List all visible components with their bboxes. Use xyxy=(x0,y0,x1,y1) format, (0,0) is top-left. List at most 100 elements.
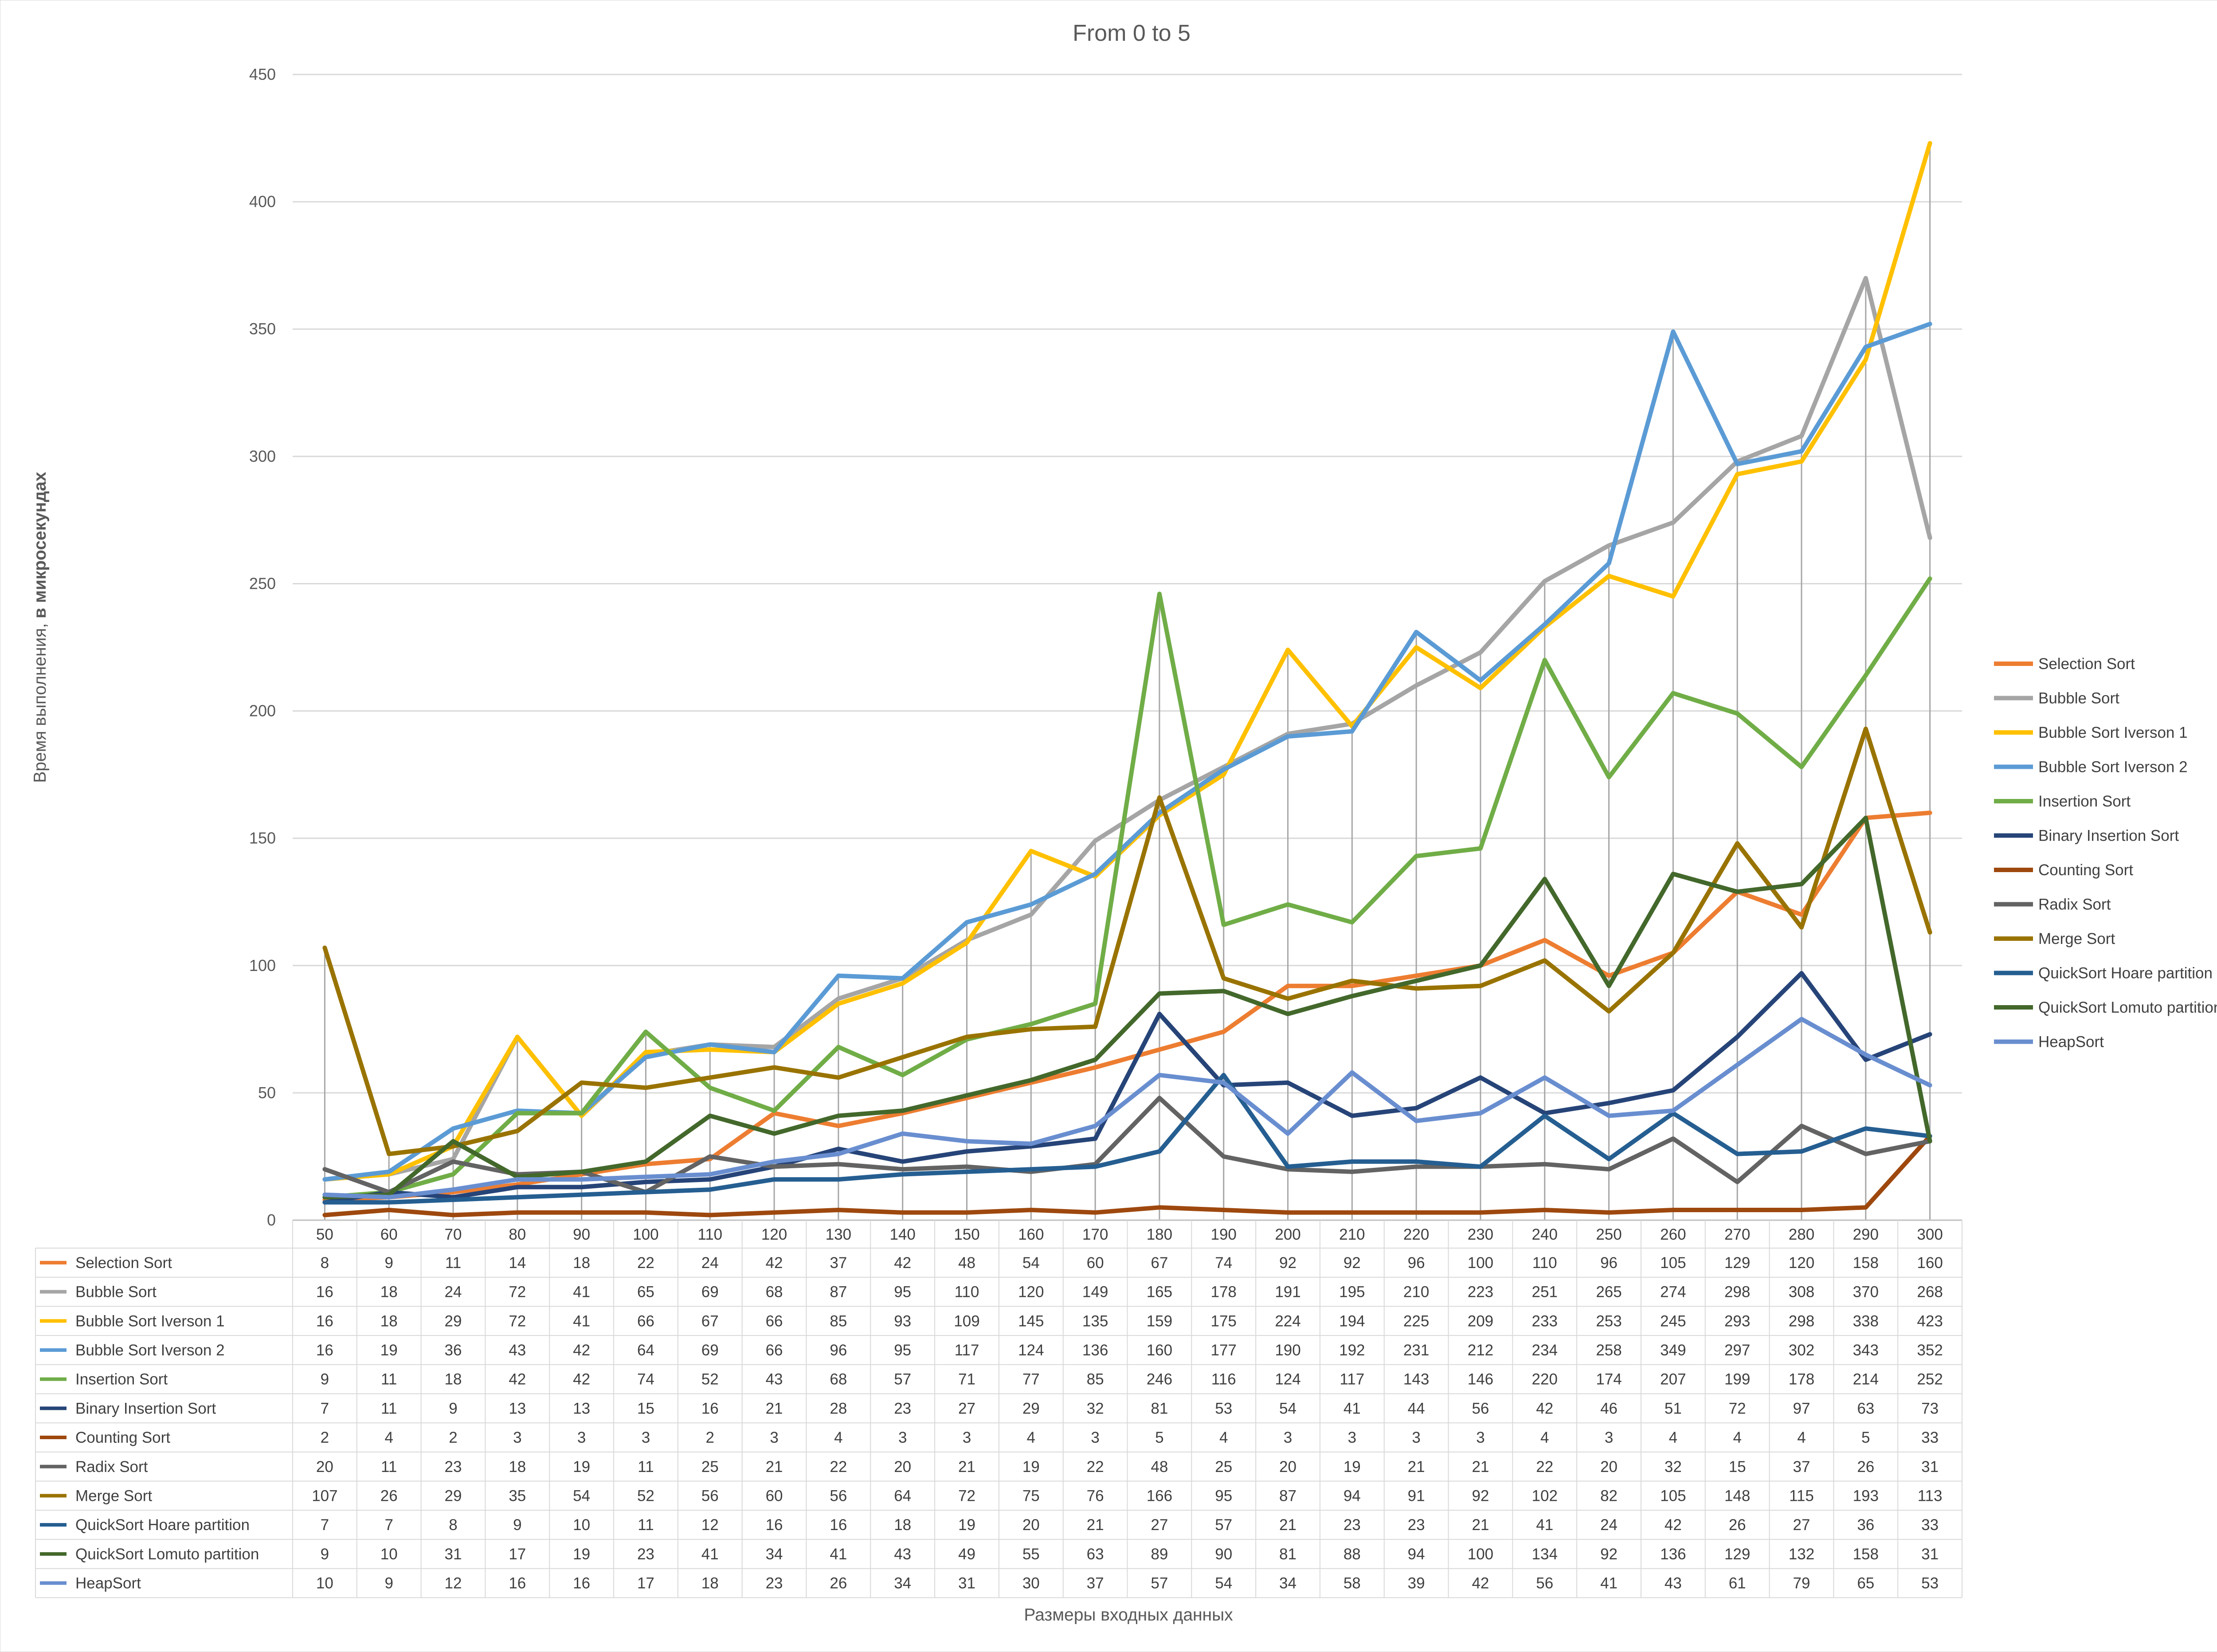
table-cell-value: 65 xyxy=(1857,1575,1874,1592)
table-cell-value: 274 xyxy=(1660,1284,1686,1301)
y-axis-title-normal: Время выполнения, xyxy=(31,619,50,783)
table-cell-value: 100 xyxy=(1468,1254,1493,1272)
table-cell-value: 21 xyxy=(1472,1516,1489,1534)
table-cell-value: 268 xyxy=(1917,1284,1943,1301)
table-series-name: HeapSort xyxy=(75,1575,141,1592)
table-cell-value: 199 xyxy=(1724,1371,1750,1388)
table-cell-value: 95 xyxy=(894,1342,911,1359)
series-line xyxy=(322,1073,1932,1205)
table-cell-value: 56 xyxy=(830,1487,847,1504)
table-cell-value: 21 xyxy=(1408,1458,1425,1476)
table-cell-value: 42 xyxy=(766,1254,783,1272)
table-cell-value: 9 xyxy=(384,1254,393,1272)
table-cell-value: 338 xyxy=(1853,1312,1879,1330)
table-cell-value: 3 xyxy=(1348,1429,1356,1446)
table-cell-value: 25 xyxy=(1215,1458,1232,1476)
table-cell-value: 31 xyxy=(958,1575,975,1592)
table-cell-value: 29 xyxy=(445,1487,462,1504)
table-cell-value: 22 xyxy=(830,1458,847,1476)
table-cell-value: 22 xyxy=(637,1254,654,1272)
table-cell-value: 192 xyxy=(1339,1342,1365,1359)
table-cell-value: 48 xyxy=(958,1254,975,1272)
table-series-name: Insertion Sort xyxy=(75,1371,168,1388)
table-cell-value: 96 xyxy=(1408,1254,1425,1272)
table-cell-value: 56 xyxy=(1472,1400,1489,1417)
table-cell-value: 146 xyxy=(1468,1371,1493,1388)
table-cell-value: 76 xyxy=(1087,1487,1104,1504)
y-tick-label: 0 xyxy=(267,1211,276,1229)
table-cell-value: 308 xyxy=(1789,1284,1814,1301)
table-cell-value: 32 xyxy=(1087,1400,1104,1417)
table-cell-value: 18 xyxy=(445,1371,462,1388)
table-cell-value: 53 xyxy=(1215,1400,1232,1417)
table-cell-value: 117 xyxy=(1340,1371,1364,1388)
table-cell-value: 16 xyxy=(573,1575,590,1592)
table-cell-value: 2 xyxy=(706,1429,714,1446)
table-cell-value: 4 xyxy=(1733,1429,1741,1446)
table-cell-value: 26 xyxy=(830,1575,847,1592)
table-cell-value: 9 xyxy=(513,1516,521,1534)
table-cell-value: 69 xyxy=(701,1342,719,1359)
table-cell-value: 149 xyxy=(1082,1284,1108,1301)
table-cell-value: 102 xyxy=(1532,1487,1558,1504)
table-cell-value: 12 xyxy=(445,1575,462,1592)
y-tick-label: 250 xyxy=(249,574,276,592)
table-cell-value: 27 xyxy=(958,1400,975,1417)
table-cell-value: 41 xyxy=(830,1546,847,1563)
table-cell-value: 11 xyxy=(638,1516,654,1534)
table-cell-value: 16 xyxy=(830,1516,847,1534)
table-cell-value: 27 xyxy=(1151,1516,1168,1534)
x-tick-label: 130 xyxy=(826,1226,851,1243)
table-cell-value: 110 xyxy=(955,1284,979,1301)
table-cell-value: 7 xyxy=(321,1516,329,1534)
table-cell-value: 265 xyxy=(1596,1284,1622,1301)
table-cell-value: 160 xyxy=(1147,1342,1172,1359)
table-cell-value: 11 xyxy=(381,1371,397,1388)
table-cell-value: 42 xyxy=(1472,1575,1489,1592)
table-cell-value: 19 xyxy=(380,1342,398,1359)
table-cell-value: 44 xyxy=(1408,1400,1425,1417)
table-cell-value: 64 xyxy=(637,1342,654,1359)
table-cell-value: 69 xyxy=(701,1284,719,1301)
table-cell-value: 113 xyxy=(1918,1487,1943,1504)
table-cell-value: 72 xyxy=(509,1312,526,1330)
table-cell-value: 31 xyxy=(1921,1458,1939,1476)
table-cell-value: 96 xyxy=(830,1342,847,1359)
table-cell-value: 29 xyxy=(1022,1400,1040,1417)
table-cell-value: 15 xyxy=(1729,1458,1746,1476)
legend-label: Insertion Sort xyxy=(2038,793,2131,810)
table-cell-value: 33 xyxy=(1921,1429,1939,1446)
series-line xyxy=(322,810,1932,1202)
table-cell-value: 43 xyxy=(894,1546,911,1563)
table-cell-value: 19 xyxy=(1022,1458,1040,1476)
x-tick-label: 280 xyxy=(1789,1226,1814,1243)
table-cell-value: 12 xyxy=(701,1516,719,1534)
table-cell-value: 423 xyxy=(1917,1312,1943,1330)
table-cell-value: 37 xyxy=(830,1254,847,1272)
table-cell-value: 92 xyxy=(1344,1254,1361,1272)
table-cell-value: 117 xyxy=(955,1342,979,1359)
table-cell-value: 42 xyxy=(1665,1516,1682,1534)
table-cell-value: 63 xyxy=(1087,1546,1104,1563)
x-tick-label: 250 xyxy=(1596,1226,1622,1243)
table-cell-value: 225 xyxy=(1403,1312,1429,1330)
table-cell-value: 23 xyxy=(1344,1516,1361,1534)
table-cell-value: 94 xyxy=(1408,1546,1425,1563)
table-cell-value: 231 xyxy=(1403,1342,1429,1359)
table-cell-value: 4 xyxy=(1797,1429,1806,1446)
table-cell-value: 25 xyxy=(701,1458,719,1476)
legend-label: Counting Sort xyxy=(2038,861,2133,879)
y-tick-label: 200 xyxy=(249,702,276,720)
table-cell-value: 30 xyxy=(1022,1575,1040,1592)
table-cell-value: 3 xyxy=(770,1429,778,1446)
table-cell-value: 94 xyxy=(1344,1487,1361,1504)
table-cell-value: 5 xyxy=(1155,1429,1163,1446)
table-cell-value: 16 xyxy=(509,1575,526,1592)
table-cell-value: 34 xyxy=(894,1575,911,1592)
table-cell-value: 4 xyxy=(384,1429,393,1446)
table-cell-value: 93 xyxy=(894,1312,911,1330)
table-cell-value: 223 xyxy=(1468,1284,1493,1301)
table-cell-value: 18 xyxy=(509,1458,526,1476)
table-cell-value: 77 xyxy=(1022,1371,1040,1388)
table-cell-value: 66 xyxy=(766,1312,783,1330)
